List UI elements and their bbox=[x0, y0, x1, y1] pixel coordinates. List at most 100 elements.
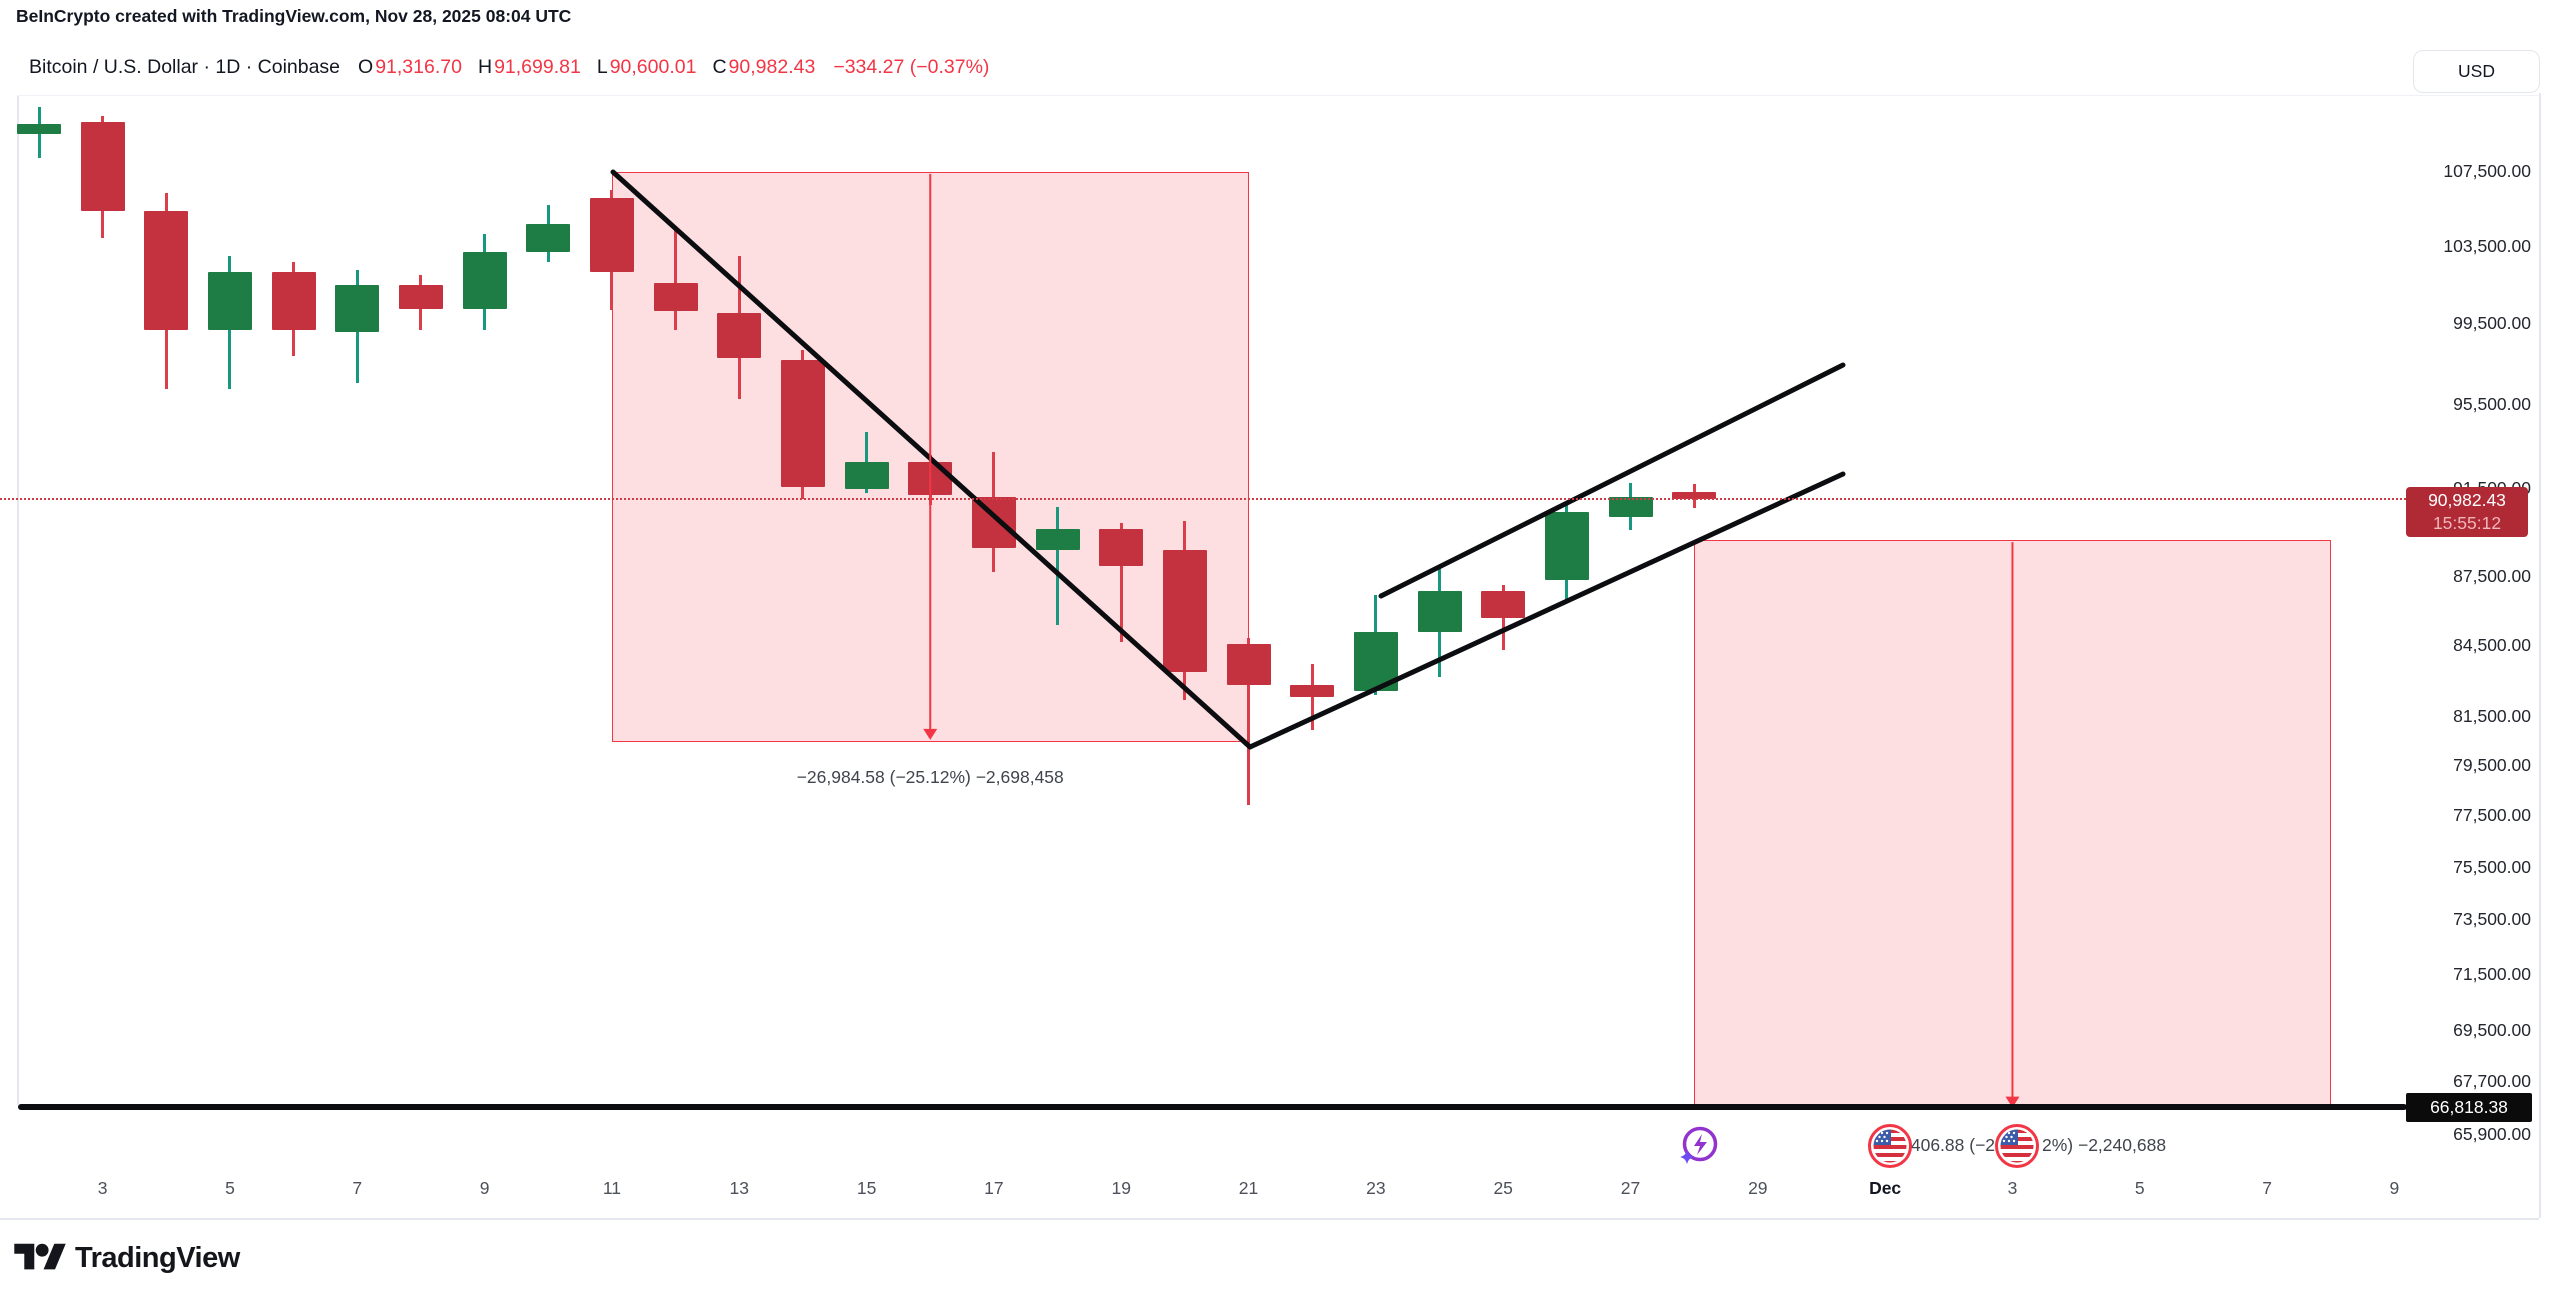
candle-body bbox=[398, 285, 443, 310]
level-price-label: 66,818.38 bbox=[2406, 1093, 2532, 1123]
candle-body bbox=[1290, 684, 1335, 698]
measure-label-1: −26,984.58 (−25.12%) −2,698,458 bbox=[796, 766, 1064, 787]
measure-label-2-right: 2%) −2,240,688 bbox=[2042, 1135, 2167, 1155]
trend-line[interactable] bbox=[1378, 362, 1846, 599]
candle-body bbox=[1481, 591, 1526, 619]
candle-body bbox=[1608, 497, 1653, 518]
time-tick-label: Dec bbox=[1869, 1178, 1902, 1198]
trend-line[interactable] bbox=[1247, 471, 1846, 750]
candle-body bbox=[717, 312, 762, 358]
candle-body bbox=[1099, 529, 1144, 567]
candle-body bbox=[207, 272, 252, 330]
last-price-dotted-line bbox=[0, 498, 2406, 501]
tradingview-logo[interactable]: TradingView bbox=[14, 1238, 240, 1278]
time-tick-label: 7 bbox=[2262, 1178, 2272, 1198]
horizontal-level-line[interactable] bbox=[18, 1104, 2407, 1111]
us-flag-event-icon[interactable] bbox=[1995, 1124, 2039, 1168]
us-flag-event-icon[interactable] bbox=[1868, 1124, 1912, 1168]
price-tick-label: 67,700.00 bbox=[2453, 1071, 2531, 1092]
tradingview-logo-text: TradingView bbox=[75, 1241, 240, 1274]
candle-body bbox=[1162, 550, 1207, 673]
candle-body bbox=[780, 359, 825, 487]
ohlc-o: O 91,316.70 bbox=[358, 56, 462, 78]
last-price-label: 90,982.43 15:55:12 bbox=[2406, 487, 2528, 538]
candle-wick bbox=[1056, 507, 1060, 625]
candle-body bbox=[335, 285, 380, 332]
time-tick-label: 11 bbox=[602, 1178, 622, 1198]
candle-body bbox=[1035, 529, 1080, 551]
candle-body bbox=[526, 224, 571, 252]
time-tick-label: 3 bbox=[97, 1178, 108, 1198]
trend-line[interactable] bbox=[610, 169, 1253, 750]
candle-body bbox=[653, 283, 698, 311]
candle-body bbox=[1417, 591, 1462, 633]
price-tick-label: 87,500.00 bbox=[2453, 566, 2531, 587]
time-tick-label: 19 bbox=[1111, 1178, 1131, 1198]
time-tick-label: 5 bbox=[2134, 1178, 2145, 1198]
price-tick-label: 77,500.00 bbox=[2453, 805, 2531, 826]
candle-body bbox=[844, 461, 889, 490]
candle-body bbox=[462, 251, 507, 310]
currency-label: USD bbox=[2458, 61, 2495, 81]
measure-arrowhead bbox=[923, 728, 938, 740]
price-tick-label: 73,500.00 bbox=[2453, 909, 2531, 930]
time-tick-label: 23 bbox=[1366, 1178, 1386, 1198]
time-tick-label: 17 bbox=[984, 1178, 1004, 1198]
time-tick-label: 21 bbox=[1238, 1178, 1259, 1198]
candle-body bbox=[1672, 492, 1717, 500]
ohlc-c: C 90,982.43 bbox=[712, 56, 816, 78]
price-tick-label: 95,500.00 bbox=[2453, 394, 2531, 414]
level-price-value: 66,818.38 bbox=[2430, 1097, 2508, 1118]
candle-body bbox=[144, 210, 189, 330]
ohlc-l: L 90,600.01 bbox=[596, 56, 697, 78]
last-price-value: 90,982.43 bbox=[2428, 490, 2506, 511]
time-tick-label: 27 bbox=[1620, 1178, 1641, 1198]
price-tick-label: 79,500.00 bbox=[2453, 754, 2531, 775]
price-tick-label: 71,500.00 bbox=[2453, 963, 2531, 984]
price-tick-label: 69,500.00 bbox=[2453, 1019, 2531, 1040]
time-tick-label: 9 bbox=[479, 1178, 490, 1198]
candle-body bbox=[1544, 512, 1589, 581]
price-tick-label: 81,500.00 bbox=[2453, 706, 2531, 727]
plot-left-border bbox=[17, 96, 19, 1105]
time-tick-label: 29 bbox=[1748, 1178, 1768, 1198]
time-tick-label: 15 bbox=[856, 1178, 877, 1198]
time-tick-label: 7 bbox=[352, 1178, 363, 1198]
credit-line: BeInCrypto created with TradingView.com,… bbox=[16, 6, 572, 26]
time-tick-label: 13 bbox=[729, 1178, 749, 1198]
candle-wick bbox=[1310, 664, 1314, 731]
price-tick-label: 99,500.00 bbox=[2453, 313, 2531, 334]
price-tick-label: 103,500.00 bbox=[2443, 235, 2531, 256]
candle-wick bbox=[1247, 637, 1251, 805]
symbol-title[interactable]: Bitcoin / U.S. Dollar · 1D · Coinbase bbox=[29, 56, 341, 78]
countdown-timer: 15:55:12 bbox=[2432, 513, 2502, 534]
candle-body bbox=[17, 123, 61, 134]
time-tick-label: 3 bbox=[2007, 1178, 2018, 1198]
measure-label-2-left: ,406.88 (−2 bbox=[1906, 1135, 1996, 1155]
price-tick-label: 107,500.00 bbox=[2443, 161, 2531, 181]
ohlc-h: H 91,699.81 bbox=[477, 56, 581, 78]
ohlc-values: O 91,316.70 H 91,699.81 L 90,600.01 C 90,982.43 bbox=[358, 56, 815, 79]
currency-toggle-button[interactable]: USD bbox=[2413, 50, 2540, 93]
candle-body bbox=[271, 272, 316, 330]
time-axis-border bbox=[0, 1218, 2539, 1220]
time-tick-label: 9 bbox=[2389, 1178, 2400, 1198]
measure-arrowhead bbox=[2005, 1096, 2020, 1108]
candle-body bbox=[80, 121, 125, 211]
price-tick-label: 75,500.00 bbox=[2453, 856, 2531, 877]
candle-body bbox=[589, 197, 634, 273]
spark-icon[interactable] bbox=[1679, 1125, 1719, 1165]
candle-body bbox=[1226, 643, 1271, 685]
candle-wick bbox=[1119, 522, 1123, 643]
tradingview-logo-mark bbox=[14, 1243, 66, 1270]
time-tick-label: 25 bbox=[1493, 1178, 1513, 1198]
candle-wick bbox=[674, 227, 678, 330]
price-scale-border bbox=[2539, 93, 2541, 1218]
change-value: −334.27 (−0.37%) bbox=[833, 56, 990, 78]
plot-top-border bbox=[17, 95, 2539, 96]
time-tick-label: 5 bbox=[225, 1178, 235, 1198]
